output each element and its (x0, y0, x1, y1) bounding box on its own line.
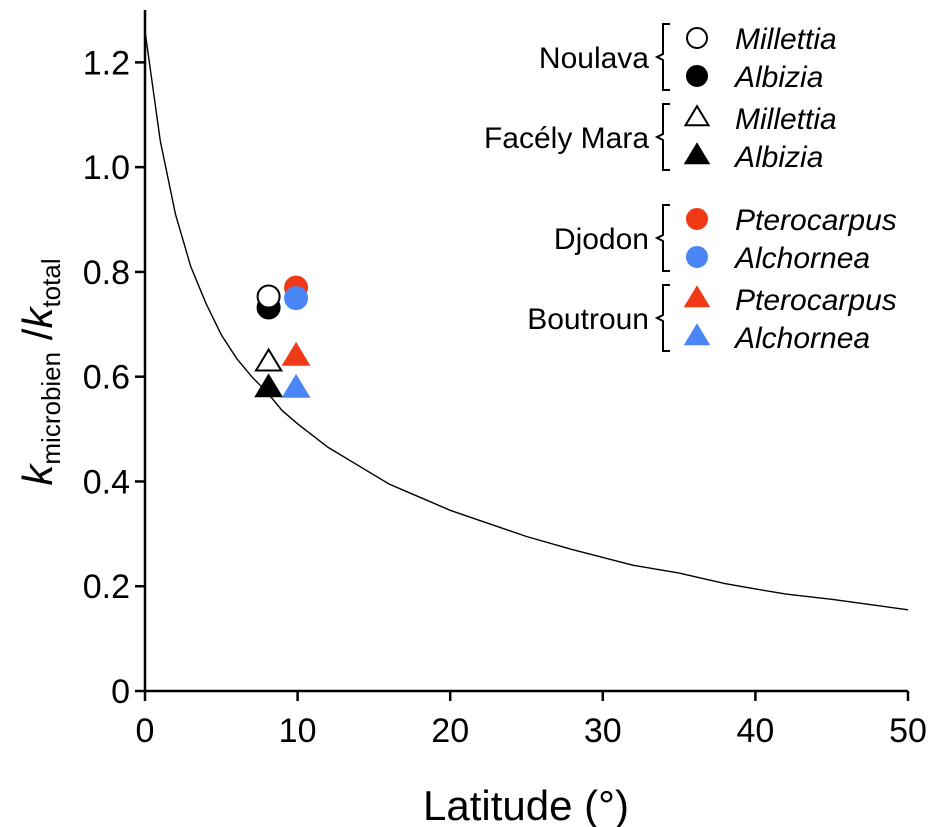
legend-species-label: Millettia (735, 23, 837, 56)
legend-species-label: Alchornea (733, 322, 870, 355)
data-point-albizia-triangle (254, 373, 284, 398)
legend-marker (686, 246, 708, 268)
legend-species-label: Albizia (733, 141, 823, 174)
legend-marker (683, 142, 711, 165)
data-point-alchornea-triangle (281, 373, 311, 398)
legend-site-label: Facély Mara (484, 122, 649, 155)
data-point-millettia-triangle (254, 347, 284, 372)
legend-species-label: Alchornea (733, 242, 870, 275)
legend-site-label: Djodon (554, 223, 649, 256)
x-tick-label: 10 (279, 712, 317, 750)
legend-species-label: Pterocarpus (735, 204, 897, 237)
legend-marker (686, 208, 708, 230)
legend-site-label: Noulava (539, 42, 649, 75)
legend-bracket (654, 284, 670, 352)
y-axis-separator: / (14, 328, 61, 352)
data-point-pterocarpus-triangle (281, 341, 311, 366)
legend-species-label: Albizia (733, 61, 823, 94)
axes (143, 10, 908, 693)
y-tick-label: 0 (111, 673, 130, 711)
legend: Noulava Millettia Albizia Facély Mara Millet… (484, 23, 897, 355)
x-tick-label: 30 (584, 712, 622, 750)
x-tick-label: 50 (889, 712, 927, 750)
y-axis-k1: k (14, 463, 61, 486)
fit-curve-layer (144, 30, 909, 611)
y-axis-sub1: microbien (36, 352, 66, 465)
legend-marker (683, 285, 711, 308)
legend-marker (686, 65, 708, 87)
fit-curve (144, 30, 909, 611)
legend-bracket (654, 204, 670, 272)
y-axis-title: kmicrobien /ktotal (14, 258, 66, 485)
x-tick-label: 0 (136, 712, 155, 750)
y-tick-label: 1.2 (83, 44, 130, 82)
data-point-millettia-circle (256, 284, 281, 309)
legend-bracket (654, 103, 670, 171)
legend-marker (683, 323, 711, 346)
y-tick-label: 0.6 (83, 359, 130, 397)
x-tick-label: 20 (431, 712, 469, 750)
ticks: 0 10 20 30 40 50 0 0.2 0.4 0.6 0.8 1.0 1.2 (83, 44, 927, 750)
legend-bracket (654, 23, 670, 91)
data-point-alchornea-circle (284, 286, 309, 311)
y-tick-label: 0.8 (83, 254, 130, 292)
y-tick-label: 0.4 (83, 463, 130, 501)
legend-species-label: Millettia (735, 103, 837, 136)
legend-site-label: Boutroun (527, 303, 649, 336)
y-axis-sub2: total (36, 258, 66, 307)
x-tick-label: 40 (736, 712, 774, 750)
legend-marker (686, 27, 708, 49)
legend-species-label: Pterocarpus (735, 284, 897, 317)
x-axis-title: Latitude (°) (423, 782, 629, 827)
y-tick-label: 1.0 (83, 149, 130, 187)
y-axis-k2: k (14, 306, 61, 329)
data-points (254, 275, 311, 398)
legend-marker (683, 104, 711, 127)
y-tick-label: 0.2 (83, 568, 130, 606)
